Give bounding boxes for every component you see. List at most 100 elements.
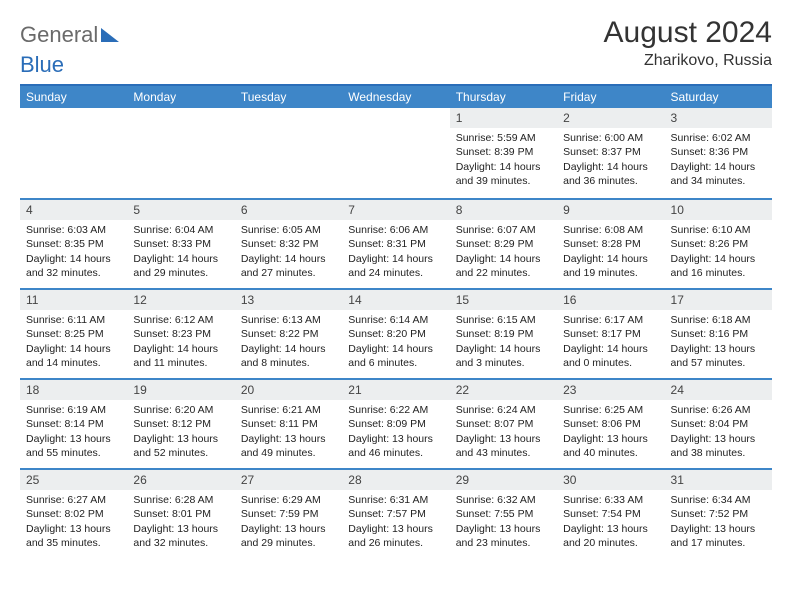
day-details: Sunrise: 6:25 AMSunset: 8:06 PMDaylight:… bbox=[557, 400, 664, 466]
day-number: 4 bbox=[20, 198, 127, 220]
day-details: Sunrise: 6:07 AMSunset: 8:29 PMDaylight:… bbox=[450, 220, 557, 286]
brand-triangle-icon bbox=[101, 28, 119, 42]
day-details: Sunrise: 6:02 AMSunset: 8:36 PMDaylight:… bbox=[665, 128, 772, 194]
calendar-day-cell: 18Sunrise: 6:19 AMSunset: 8:14 PMDayligh… bbox=[20, 378, 127, 468]
calendar-empty-cell bbox=[342, 108, 449, 198]
calendar-empty-cell bbox=[127, 108, 234, 198]
day-number: 7 bbox=[342, 198, 449, 220]
day-details: Sunrise: 6:27 AMSunset: 8:02 PMDaylight:… bbox=[20, 490, 127, 556]
calendar-day-cell: 9Sunrise: 6:08 AMSunset: 8:28 PMDaylight… bbox=[557, 198, 664, 288]
title-block: August 2024 Zharikovo, Russia bbox=[604, 16, 772, 70]
day-details: Sunrise: 6:20 AMSunset: 8:12 PMDaylight:… bbox=[127, 400, 234, 466]
day-details: Sunrise: 6:06 AMSunset: 8:31 PMDaylight:… bbox=[342, 220, 449, 286]
calendar-day-cell: 27Sunrise: 6:29 AMSunset: 7:59 PMDayligh… bbox=[235, 468, 342, 558]
day-details: Sunrise: 6:14 AMSunset: 8:20 PMDaylight:… bbox=[342, 310, 449, 376]
day-number: 23 bbox=[557, 378, 664, 400]
calendar-day-cell: 30Sunrise: 6:33 AMSunset: 7:54 PMDayligh… bbox=[557, 468, 664, 558]
calendar-week-row: 11Sunrise: 6:11 AMSunset: 8:25 PMDayligh… bbox=[20, 288, 772, 378]
calendar-day-cell: 23Sunrise: 6:25 AMSunset: 8:06 PMDayligh… bbox=[557, 378, 664, 468]
day-number: 2 bbox=[557, 108, 664, 128]
day-number: 10 bbox=[665, 198, 772, 220]
calendar-day-cell: 6Sunrise: 6:05 AMSunset: 8:32 PMDaylight… bbox=[235, 198, 342, 288]
calendar-day-cell: 11Sunrise: 6:11 AMSunset: 8:25 PMDayligh… bbox=[20, 288, 127, 378]
day-number: 20 bbox=[235, 378, 342, 400]
calendar-day-cell: 3Sunrise: 6:02 AMSunset: 8:36 PMDaylight… bbox=[665, 108, 772, 198]
calendar-day-cell: 15Sunrise: 6:15 AMSunset: 8:19 PMDayligh… bbox=[450, 288, 557, 378]
weekday-header: Sunday bbox=[20, 85, 127, 108]
day-number: 12 bbox=[127, 288, 234, 310]
day-number: 11 bbox=[20, 288, 127, 310]
day-details: Sunrise: 6:05 AMSunset: 8:32 PMDaylight:… bbox=[235, 220, 342, 286]
day-number: 8 bbox=[450, 198, 557, 220]
day-number: 17 bbox=[665, 288, 772, 310]
day-details: Sunrise: 6:17 AMSunset: 8:17 PMDaylight:… bbox=[557, 310, 664, 376]
calendar-day-cell: 24Sunrise: 6:26 AMSunset: 8:04 PMDayligh… bbox=[665, 378, 772, 468]
day-details: Sunrise: 6:26 AMSunset: 8:04 PMDaylight:… bbox=[665, 400, 772, 466]
calendar-day-cell: 19Sunrise: 6:20 AMSunset: 8:12 PMDayligh… bbox=[127, 378, 234, 468]
day-number: 29 bbox=[450, 468, 557, 490]
weekday-header: Wednesday bbox=[342, 85, 449, 108]
day-details: Sunrise: 6:03 AMSunset: 8:35 PMDaylight:… bbox=[20, 220, 127, 286]
calendar-week-row: 4Sunrise: 6:03 AMSunset: 8:35 PMDaylight… bbox=[20, 198, 772, 288]
day-number: 22 bbox=[450, 378, 557, 400]
day-details: Sunrise: 6:08 AMSunset: 8:28 PMDaylight:… bbox=[557, 220, 664, 286]
calendar-day-cell: 4Sunrise: 6:03 AMSunset: 8:35 PMDaylight… bbox=[20, 198, 127, 288]
day-details: Sunrise: 6:10 AMSunset: 8:26 PMDaylight:… bbox=[665, 220, 772, 286]
day-number: 18 bbox=[20, 378, 127, 400]
calendar-day-cell: 8Sunrise: 6:07 AMSunset: 8:29 PMDaylight… bbox=[450, 198, 557, 288]
day-details: Sunrise: 6:29 AMSunset: 7:59 PMDaylight:… bbox=[235, 490, 342, 556]
day-details: Sunrise: 6:28 AMSunset: 8:01 PMDaylight:… bbox=[127, 490, 234, 556]
day-details: Sunrise: 6:18 AMSunset: 8:16 PMDaylight:… bbox=[665, 310, 772, 376]
calendar-empty-cell bbox=[20, 108, 127, 198]
day-number: 31 bbox=[665, 468, 772, 490]
day-details: Sunrise: 6:19 AMSunset: 8:14 PMDaylight:… bbox=[20, 400, 127, 466]
day-number: 1 bbox=[450, 108, 557, 128]
calendar-day-cell: 25Sunrise: 6:27 AMSunset: 8:02 PMDayligh… bbox=[20, 468, 127, 558]
day-details: Sunrise: 6:12 AMSunset: 8:23 PMDaylight:… bbox=[127, 310, 234, 376]
calendar-table: SundayMondayTuesdayWednesdayThursdayFrid… bbox=[20, 84, 772, 558]
day-details: Sunrise: 5:59 AMSunset: 8:39 PMDaylight:… bbox=[450, 128, 557, 194]
weekday-header: Thursday bbox=[450, 85, 557, 108]
weekday-header-row: SundayMondayTuesdayWednesdayThursdayFrid… bbox=[20, 85, 772, 108]
calendar-day-cell: 28Sunrise: 6:31 AMSunset: 7:57 PMDayligh… bbox=[342, 468, 449, 558]
day-details: Sunrise: 6:31 AMSunset: 7:57 PMDaylight:… bbox=[342, 490, 449, 556]
calendar-empty-cell bbox=[235, 108, 342, 198]
day-number: 21 bbox=[342, 378, 449, 400]
day-details: Sunrise: 6:33 AMSunset: 7:54 PMDaylight:… bbox=[557, 490, 664, 556]
day-number: 6 bbox=[235, 198, 342, 220]
calendar-day-cell: 21Sunrise: 6:22 AMSunset: 8:09 PMDayligh… bbox=[342, 378, 449, 468]
weekday-header: Friday bbox=[557, 85, 664, 108]
weekday-header: Tuesday bbox=[235, 85, 342, 108]
calendar-day-cell: 2Sunrise: 6:00 AMSunset: 8:37 PMDaylight… bbox=[557, 108, 664, 198]
calendar-day-cell: 5Sunrise: 6:04 AMSunset: 8:33 PMDaylight… bbox=[127, 198, 234, 288]
day-details: Sunrise: 6:32 AMSunset: 7:55 PMDaylight:… bbox=[450, 490, 557, 556]
day-details: Sunrise: 6:04 AMSunset: 8:33 PMDaylight:… bbox=[127, 220, 234, 286]
day-details: Sunrise: 6:15 AMSunset: 8:19 PMDaylight:… bbox=[450, 310, 557, 376]
day-number: 3 bbox=[665, 108, 772, 128]
day-number: 25 bbox=[20, 468, 127, 490]
day-number: 24 bbox=[665, 378, 772, 400]
day-number: 5 bbox=[127, 198, 234, 220]
brand-logo: General bbox=[20, 16, 119, 48]
day-details: Sunrise: 6:34 AMSunset: 7:52 PMDaylight:… bbox=[665, 490, 772, 556]
month-title: August 2024 bbox=[604, 16, 772, 50]
calendar-body: 1Sunrise: 5:59 AMSunset: 8:39 PMDaylight… bbox=[20, 108, 772, 558]
day-details: Sunrise: 6:00 AMSunset: 8:37 PMDaylight:… bbox=[557, 128, 664, 194]
day-number: 13 bbox=[235, 288, 342, 310]
calendar-day-cell: 7Sunrise: 6:06 AMSunset: 8:31 PMDaylight… bbox=[342, 198, 449, 288]
day-details: Sunrise: 6:11 AMSunset: 8:25 PMDaylight:… bbox=[20, 310, 127, 376]
calendar-day-cell: 22Sunrise: 6:24 AMSunset: 8:07 PMDayligh… bbox=[450, 378, 557, 468]
day-details: Sunrise: 6:22 AMSunset: 8:09 PMDaylight:… bbox=[342, 400, 449, 466]
calendar-day-cell: 16Sunrise: 6:17 AMSunset: 8:17 PMDayligh… bbox=[557, 288, 664, 378]
weekday-header: Saturday bbox=[665, 85, 772, 108]
day-number: 14 bbox=[342, 288, 449, 310]
brand-part1: General bbox=[20, 22, 98, 48]
location: Zharikovo, Russia bbox=[604, 52, 772, 70]
calendar-day-cell: 31Sunrise: 6:34 AMSunset: 7:52 PMDayligh… bbox=[665, 468, 772, 558]
day-number: 30 bbox=[557, 468, 664, 490]
day-details: Sunrise: 6:13 AMSunset: 8:22 PMDaylight:… bbox=[235, 310, 342, 376]
calendar-day-cell: 17Sunrise: 6:18 AMSunset: 8:16 PMDayligh… bbox=[665, 288, 772, 378]
brand-part2: Blue bbox=[20, 52, 64, 78]
calendar-week-row: 1Sunrise: 5:59 AMSunset: 8:39 PMDaylight… bbox=[20, 108, 772, 198]
day-details: Sunrise: 6:21 AMSunset: 8:11 PMDaylight:… bbox=[235, 400, 342, 466]
